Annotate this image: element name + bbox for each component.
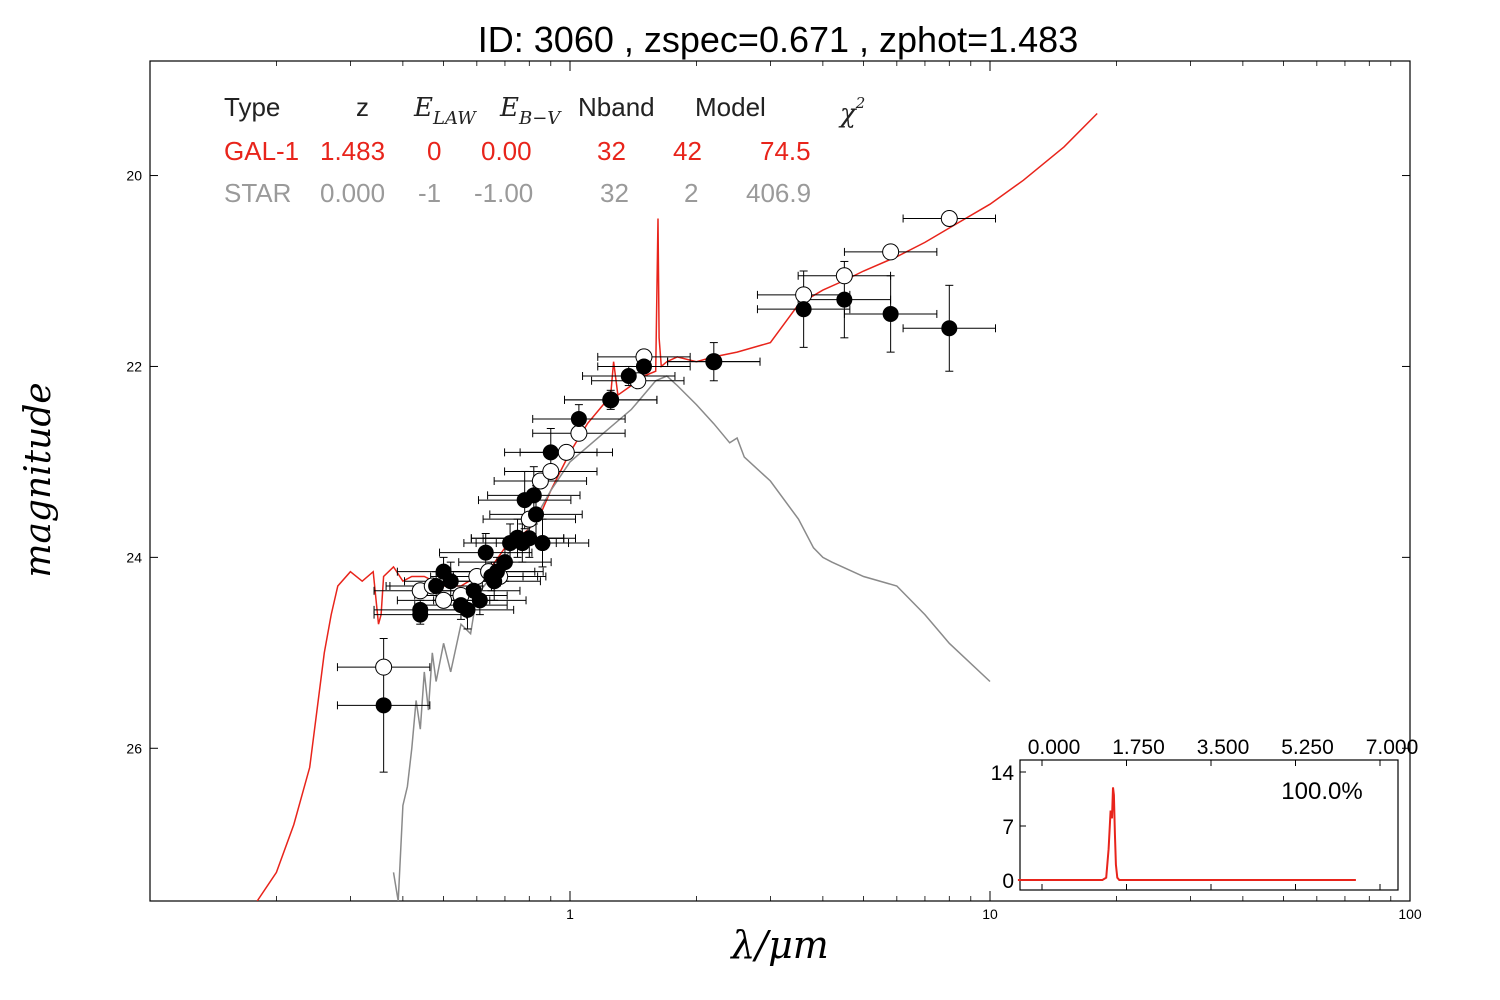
y-tick-label: 20 [126, 168, 142, 184]
header-elaw-e: E [413, 93, 433, 123]
header-chi: χ [838, 99, 858, 129]
y-tick-label: 26 [126, 740, 142, 756]
observed-point [882, 305, 899, 322]
inset-x-tick-label: 1.750 [1112, 736, 1165, 759]
header-ebv-sub: B−V [518, 108, 562, 129]
gal-z: 1.483 [320, 136, 385, 166]
inset-y-tick-label: 14 [991, 762, 1015, 785]
observed-point [442, 573, 459, 590]
inset-probability-label: 100.0% [1281, 778, 1362, 805]
observed-point [570, 410, 587, 427]
model-point [570, 424, 588, 442]
model-point [882, 243, 900, 261]
observed-point [795, 301, 812, 318]
header-chi-sup: 2 [855, 94, 866, 112]
observed-point [635, 358, 652, 375]
model-point [435, 591, 453, 609]
gal-ebv: 0.00 [481, 136, 532, 166]
y-tick-label: 22 [126, 358, 142, 374]
plot-frame [149, 60, 1411, 902]
x-axis-label: λ/μm [729, 923, 829, 967]
header-z: z [356, 92, 369, 122]
observed-point [620, 368, 637, 384]
sed-curve-star [392, 375, 991, 901]
gal-nband: 32 [597, 136, 626, 166]
model-point [795, 286, 813, 304]
model-point [542, 462, 560, 480]
inset-ticks: 0.000 1.750 3.500 5.250 7.000 0 7 14 [991, 736, 1419, 893]
observed-point [428, 578, 445, 594]
model-point [557, 443, 575, 461]
star-chi2: 406.9 [746, 178, 811, 208]
header-ebv: EB−V [499, 93, 562, 129]
observed-point [836, 291, 853, 308]
model-point [375, 658, 393, 676]
observed-point [705, 353, 722, 370]
inset-x-tick-label: 7.000 [1366, 736, 1419, 759]
star-type: STAR [224, 178, 291, 208]
gal-elaw: 0 [427, 136, 441, 166]
inset-frame [1019, 759, 1399, 891]
fit-table-row-gal: GAL-1 1.483 0 0.00 32 42 74.5 [224, 136, 811, 166]
observed-point [534, 535, 551, 552]
fit-table: Type z ELAW EB−V Nband Model χ2 GAL-1 1.… [224, 92, 865, 208]
inset-x-tick-label: 0.000 [1028, 736, 1081, 759]
observed-point [459, 601, 476, 618]
chart-title: ID: 3060 , zspec=0.671 , zphot=1.483 [478, 19, 1078, 60]
model-point [940, 210, 958, 227]
observed-point [542, 444, 559, 461]
photometry-points [336, 210, 996, 773]
model-curves [256, 112, 1098, 901]
inset-x-tick-label: 3.500 [1197, 736, 1250, 759]
inset-x-tick-label: 5.250 [1281, 736, 1334, 759]
redshift-pdf-inset: 0.000 1.750 3.500 5.250 7.000 0 7 14 100.0% [991, 736, 1419, 893]
star-elaw: -1 [418, 178, 441, 208]
x-tick-label: 1 [566, 906, 574, 922]
observed-point [525, 487, 542, 504]
header-elaw-sub: LAW [432, 108, 477, 129]
header-type: Type [224, 92, 280, 122]
gal-type: GAL-1 [224, 136, 299, 166]
sed-curve-gal-1 [256, 112, 1098, 901]
fit-table-header: Type z ELAW EB−V Nband Model χ2 [224, 92, 865, 129]
y-axis-label: magnitude [18, 382, 59, 577]
header-chi2: χ2 [838, 94, 865, 129]
x-tick-label: 100 [1398, 906, 1422, 922]
x-tick-label: 10 [982, 906, 998, 922]
header-ebv-e: E [499, 93, 519, 123]
observed-point [477, 544, 494, 561]
star-ebv: -1.00 [474, 178, 533, 208]
gal-chi2: 74.5 [760, 136, 811, 166]
observed-point [471, 592, 488, 609]
header-elaw: ELAW [413, 93, 477, 129]
observed-point [602, 391, 619, 408]
observed-point [496, 554, 513, 571]
header-model: Model [695, 92, 766, 122]
inset-pdf-curve [1017, 787, 1356, 881]
y-tick-label: 24 [126, 549, 142, 565]
observed-point [528, 506, 545, 523]
observed-point [375, 697, 392, 714]
observed-point [941, 320, 958, 337]
inset-y-tick-label: 0 [1002, 870, 1014, 893]
star-z: 0.000 [320, 178, 385, 208]
model-point [835, 267, 853, 285]
header-nband: Nband [578, 92, 655, 122]
star-model: 2 [684, 178, 698, 208]
star-nband: 32 [600, 178, 629, 208]
gal-model: 42 [673, 136, 702, 166]
inset-y-tick-label: 7 [1002, 816, 1014, 839]
observed-point [412, 606, 429, 623]
fit-table-row-star: STAR 0.000 -1 -1.00 32 2 406.9 [224, 178, 811, 208]
